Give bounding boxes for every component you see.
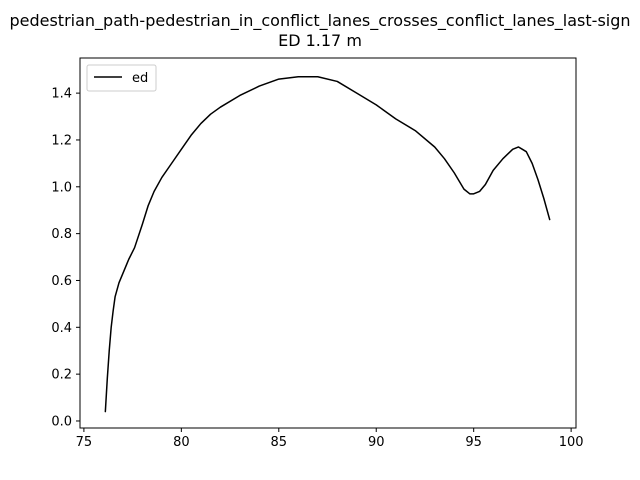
legend-label-ed: ed bbox=[132, 71, 148, 86]
series-layer bbox=[104, 75, 551, 413]
y-tick-label: 0.2 bbox=[51, 368, 72, 383]
axes-frame bbox=[79, 57, 577, 429]
y-tick-label: 0.6 bbox=[51, 274, 72, 289]
chart-title: pedestrian_path-pedestrian_in_conflict_l… bbox=[9, 11, 630, 31]
x-tick-label: 75 bbox=[76, 435, 93, 450]
x-tick-label: 95 bbox=[465, 435, 482, 450]
y-tick-label: 0.4 bbox=[51, 321, 72, 336]
y-tick-label: 1.2 bbox=[51, 133, 72, 148]
legend-box bbox=[86, 64, 157, 92]
x-tick-label: 100 bbox=[559, 435, 584, 450]
y-tick-label: 0.8 bbox=[51, 227, 72, 242]
y-tick-label: 1.0 bbox=[51, 180, 72, 195]
x-tick-label: 90 bbox=[368, 435, 385, 450]
plot-area bbox=[79, 57, 577, 429]
legend: ed bbox=[86, 64, 157, 92]
axes-background bbox=[80, 58, 576, 428]
y-axis: 0.0 0.2 0.4 0.6 0.8 1.0 1.2 1.4 bbox=[51, 87, 80, 429]
x-axis: 75 80 85 90 95 100 bbox=[76, 428, 584, 450]
x-tick-label: 85 bbox=[271, 435, 288, 450]
chart-subtitle: ED 1.17 m bbox=[278, 31, 362, 50]
x-tick-label: 80 bbox=[173, 435, 190, 450]
series-line-ed bbox=[104, 75, 551, 413]
y-tick-label: 1.4 bbox=[51, 87, 72, 102]
y-tick-label: 0.0 bbox=[51, 414, 72, 429]
